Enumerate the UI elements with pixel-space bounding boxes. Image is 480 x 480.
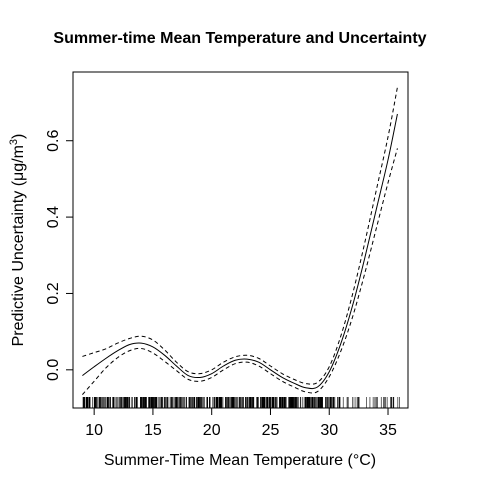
x-tick-label: 25 (262, 422, 280, 439)
x-tick-label: 30 (320, 422, 338, 439)
rug-marks (82, 397, 400, 408)
x-axis-label: Summer-Time Mean Temperature (°C) (104, 452, 376, 469)
x-tick-label: 10 (85, 422, 103, 439)
confidence-band-line (82, 148, 398, 395)
mean-curve-line (82, 113, 398, 390)
chart-title: Summer-time Mean Temperature and Uncerta… (53, 30, 426, 47)
y-tick-label: 0.4 (45, 206, 62, 228)
x-tick-label: 35 (379, 422, 397, 439)
y-axis: 0.0 0.2 0.4 0.6 (45, 130, 74, 381)
y-axis-label-tail: ) (10, 134, 27, 139)
y-axis-label: Predictive Uncertainty (μg/m3) (8, 134, 27, 347)
y-tick-label: 0.0 (45, 359, 62, 381)
confidence-band-line (82, 87, 398, 385)
plot-frame (72, 71, 409, 409)
y-axis-label-main: Predictive Uncertainty (μg/m (10, 145, 27, 346)
x-axis: 10 15 20 25 30 35 (85, 407, 397, 439)
x-tick-label: 20 (203, 422, 221, 439)
series-layer (82, 87, 398, 395)
x-tick-label: 15 (144, 422, 162, 439)
y-tick-label: 0.2 (45, 282, 62, 304)
y-axis-label-superscript: 3 (8, 139, 20, 145)
y-tick-label: 0.6 (45, 130, 62, 152)
